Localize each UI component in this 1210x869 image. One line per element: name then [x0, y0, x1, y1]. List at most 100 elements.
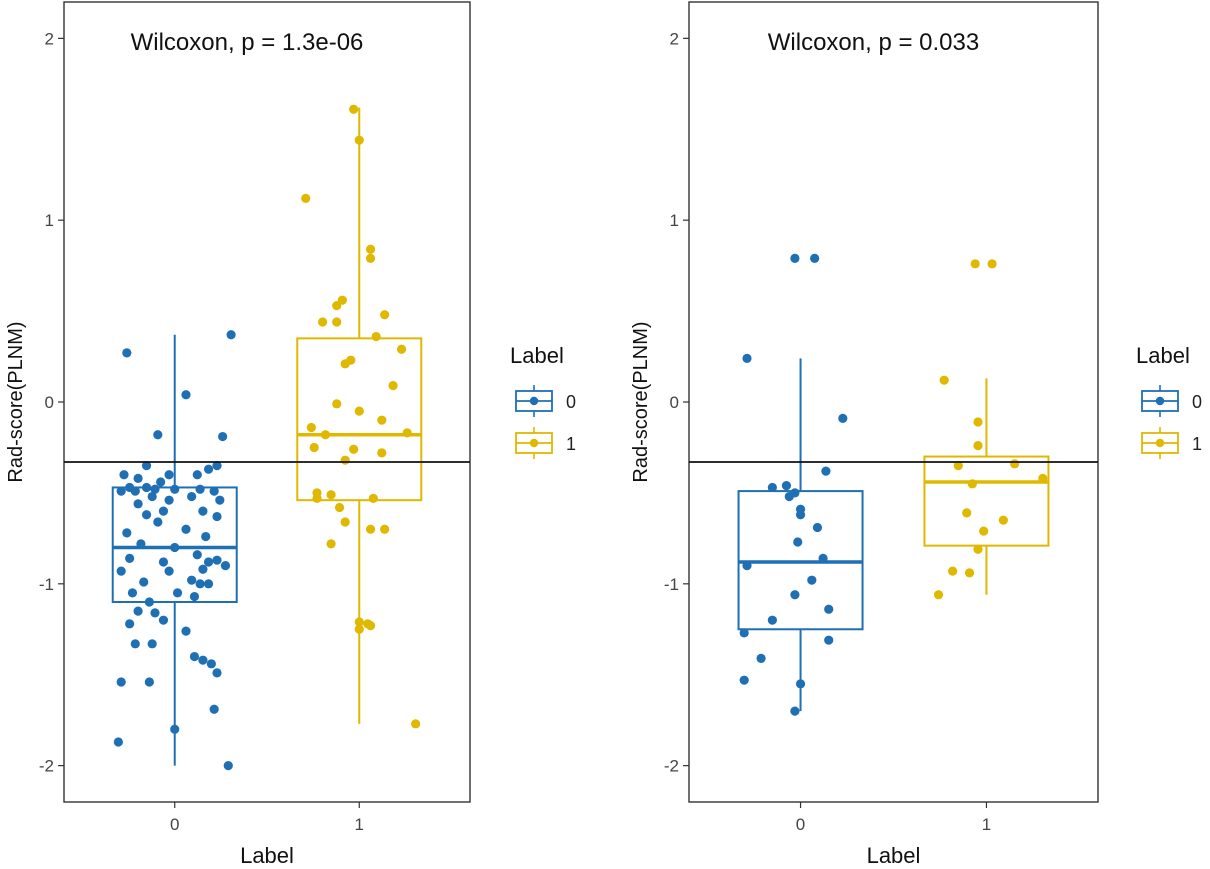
chart-panel-1: Wilcoxon, p = 1.3e-06 2 1 0 -1 -2 Rad-score(PL…	[5, 1, 576, 868]
data-point	[119, 470, 129, 480]
data-point	[203, 464, 214, 474]
y-axis-label: Rad-score(PLNM)	[630, 321, 652, 482]
data-point	[198, 564, 208, 574]
data-point	[987, 259, 997, 269]
data-point	[973, 544, 983, 554]
data-point	[164, 566, 174, 576]
y-tick-label: -1	[664, 575, 679, 594]
x-tick-label: 0	[796, 815, 805, 834]
data-point	[402, 428, 412, 438]
data-point	[365, 524, 376, 534]
y-tick-label: 1	[670, 211, 679, 230]
legend-entry-1: 1	[515, 427, 576, 459]
data-point	[340, 359, 350, 369]
data-point	[411, 719, 421, 729]
data-point	[141, 461, 152, 471]
data-point	[170, 724, 180, 734]
y-axis-label: Rad-score(PLNM)	[5, 321, 27, 482]
data-point	[116, 486, 126, 496]
legend-entry-label: 1	[566, 434, 576, 454]
data-point	[354, 617, 364, 627]
data-point	[164, 470, 174, 480]
data-point	[781, 481, 792, 491]
data-point	[113, 737, 123, 747]
data-point	[962, 508, 972, 518]
data-point	[340, 517, 350, 527]
chart-title: Wilcoxon, p = 1.3e-06	[131, 29, 364, 56]
data-point	[139, 577, 149, 587]
data-point	[1038, 473, 1048, 483]
data-point	[192, 470, 202, 480]
y-tick-label: 2	[45, 29, 54, 48]
y-tick-label: -2	[664, 757, 679, 776]
data-point	[970, 259, 980, 269]
legend: Label 0 1	[510, 343, 576, 459]
data-point	[807, 575, 817, 585]
data-point	[973, 417, 983, 427]
data-point	[790, 590, 800, 600]
data-point	[318, 317, 328, 327]
data-point	[156, 477, 166, 487]
data-point	[810, 253, 820, 263]
legend-entry-1: 1	[1141, 427, 1202, 459]
data-point	[150, 608, 160, 618]
legend-entry-0: 0	[1141, 385, 1202, 417]
data-point	[301, 193, 311, 203]
data-point	[158, 557, 169, 567]
data-point	[973, 441, 983, 451]
data-point	[790, 706, 800, 716]
data-point	[354, 624, 364, 634]
legend-entry-label: 0	[1192, 392, 1202, 412]
data-point	[153, 517, 163, 527]
data-point	[181, 626, 191, 636]
x-axis-label: Label	[867, 843, 921, 868]
data-point	[306, 422, 316, 433]
data-point	[739, 628, 749, 638]
data-point	[365, 253, 376, 263]
data-point	[181, 524, 191, 534]
data-point	[141, 510, 152, 520]
data-point	[377, 415, 387, 425]
data-point	[133, 473, 143, 483]
data-point	[181, 390, 191, 400]
legend-key-point	[529, 438, 539, 448]
data-point	[354, 406, 364, 416]
data-point	[164, 495, 174, 505]
data-point	[141, 482, 152, 493]
legend-entry-label: 0	[566, 392, 576, 412]
data-point	[784, 491, 794, 502]
data-point	[332, 301, 342, 311]
data-point	[195, 579, 205, 589]
data-point	[365, 244, 376, 254]
y-tick-label: 0	[45, 393, 54, 412]
data-point	[933, 590, 944, 600]
x-tick-label: 1	[355, 815, 364, 834]
legend-entry-label: 1	[1192, 434, 1202, 454]
data-point	[223, 761, 233, 771]
data-point	[371, 331, 381, 342]
y-tick-label: -2	[39, 757, 54, 776]
data-point	[334, 502, 345, 513]
points-1	[933, 259, 1048, 600]
data-point	[212, 668, 222, 678]
box-iqr	[296, 337, 423, 502]
legend: Label 0 1	[1136, 343, 1202, 459]
data-point	[309, 442, 319, 453]
data-point	[340, 455, 350, 465]
data-point	[396, 344, 407, 354]
data-point	[821, 466, 831, 476]
legend-key-point	[1155, 396, 1165, 406]
data-point	[192, 550, 202, 560]
data-point	[147, 491, 157, 502]
data-point	[136, 539, 146, 549]
data-point	[739, 675, 749, 685]
data-point	[332, 399, 342, 409]
data-point	[818, 553, 828, 563]
data-point	[838, 413, 848, 423]
data-point	[147, 639, 157, 649]
y-tick-label: -1	[39, 575, 54, 594]
data-point	[172, 588, 183, 598]
box-iqr	[923, 455, 1050, 547]
data-point	[795, 510, 806, 520]
data-point	[226, 330, 236, 340]
